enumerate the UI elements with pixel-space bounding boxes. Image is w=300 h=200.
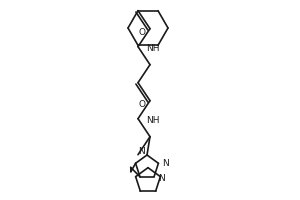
Text: N: N <box>138 146 145 156</box>
Text: N: N <box>158 174 165 183</box>
Text: O: O <box>138 28 145 37</box>
Text: O: O <box>138 100 145 109</box>
Text: N: N <box>162 159 169 168</box>
Text: NH: NH <box>146 116 160 125</box>
Text: NH: NH <box>146 44 160 53</box>
